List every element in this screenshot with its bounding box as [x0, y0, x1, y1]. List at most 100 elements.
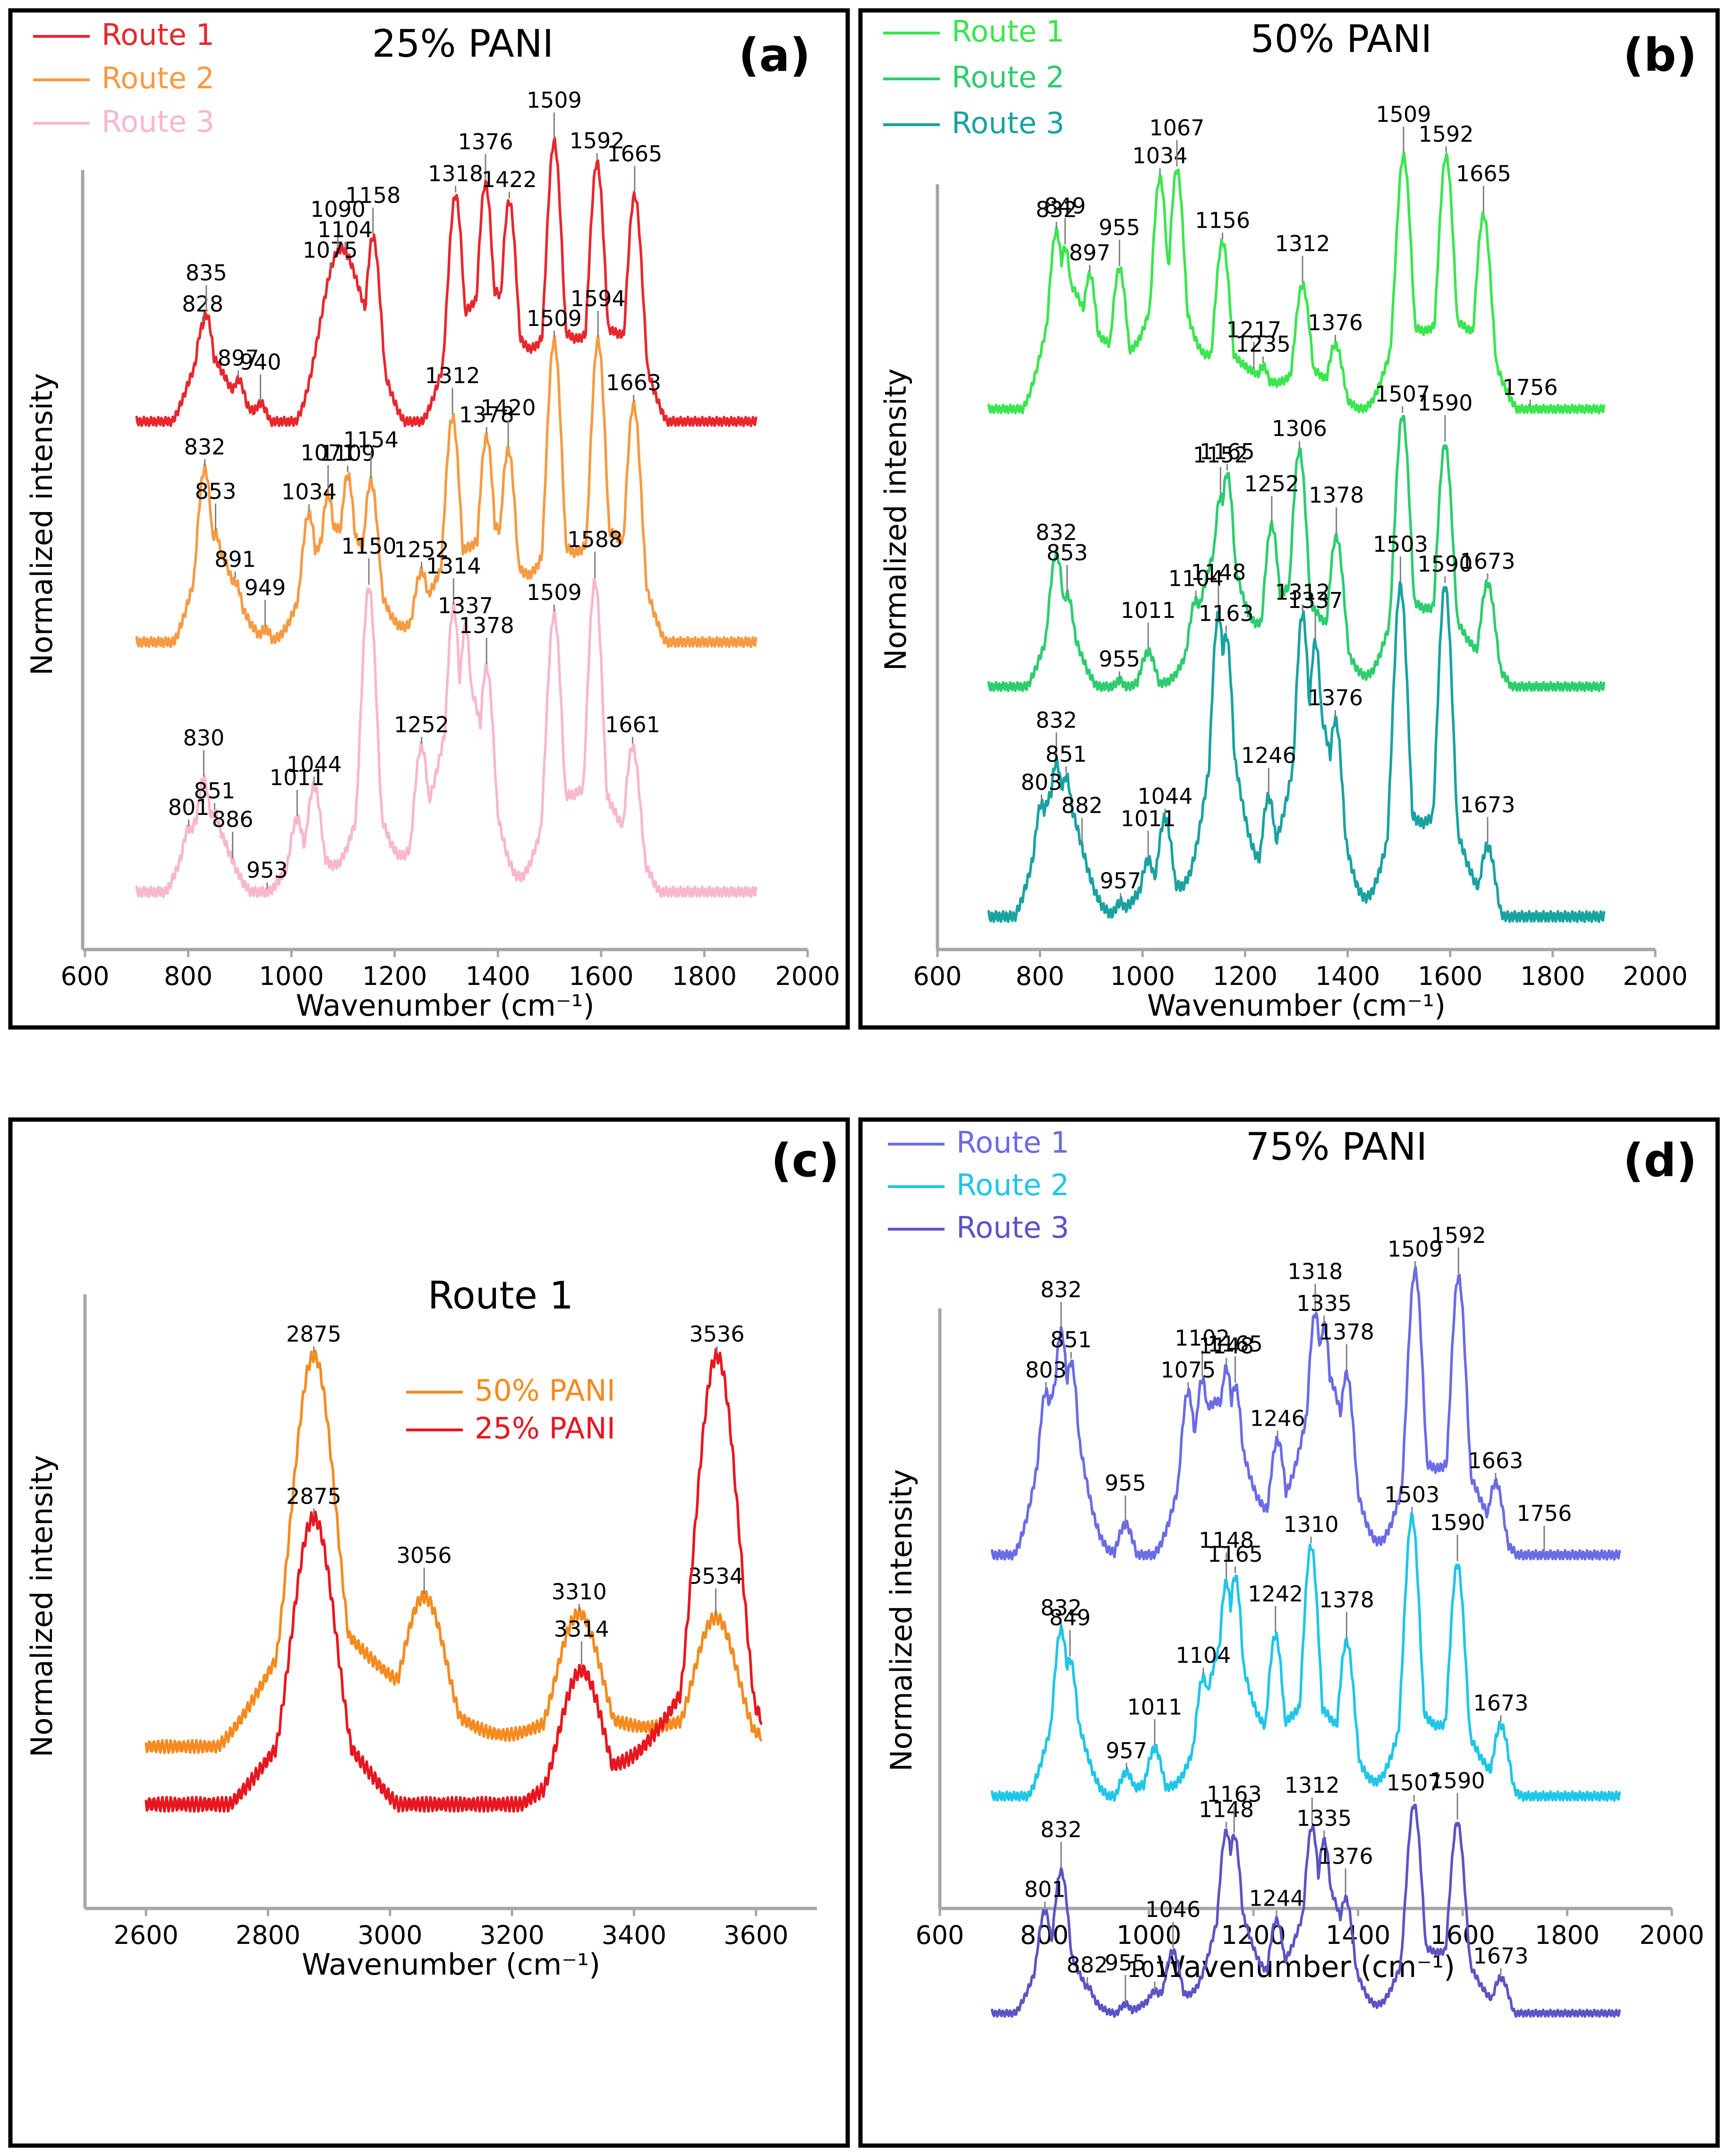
peak-label: 2875 [286, 1321, 341, 1347]
peak-label: 832 [1036, 520, 1077, 545]
peak-label: 1378 [1309, 482, 1364, 508]
x-tick-label: 1600 [1430, 1920, 1495, 1950]
peak-label: 853 [195, 479, 237, 504]
peak-label: 1244 [1249, 1885, 1304, 1911]
peak-label: 853 [1047, 540, 1088, 565]
peak-label: 1590 [1417, 390, 1473, 416]
peak-label: 1665 [1456, 161, 1511, 186]
y-axis-title: Normalized intensity [25, 1455, 59, 1757]
peak-label: 1071 [300, 440, 356, 465]
peak-label: 832 [1036, 708, 1077, 733]
legend-label: 50% PANI [475, 1373, 615, 1408]
peak-label: 1217 [1226, 317, 1281, 342]
peak-label: 1252 [394, 537, 449, 563]
x-tick-label: 1800 [1520, 961, 1585, 991]
peak-label: 1509 [527, 87, 582, 113]
x-tick-label: 1200 [1213, 961, 1277, 991]
series-line-route-2 [987, 415, 1606, 693]
peak-label: 1378 [1319, 1587, 1374, 1613]
peak-label: 1335 [1296, 1805, 1352, 1831]
peak-label: 1046 [1145, 1897, 1200, 1922]
x-tick-label: 1600 [1418, 961, 1482, 991]
peak-label: 1148 [1199, 1797, 1254, 1822]
peak-label: 1673 [1460, 548, 1515, 574]
peak-label: 1590 [1430, 1768, 1485, 1794]
x-tick-label: 1600 [569, 961, 633, 991]
panel-title: Route 1 [428, 1274, 574, 1318]
peak-label: 882 [1061, 793, 1103, 818]
series-line-route-1 [135, 137, 758, 428]
peak-label: 1165 [1208, 1541, 1263, 1567]
x-tick-label: 1400 [466, 961, 530, 991]
peak-label: 1104 [1168, 565, 1224, 591]
chart-panels: 600 800 1000 1200 1400 1600 1800 2000 Wavenumber… [8, 8, 1720, 2148]
peak-label: 1594 [570, 286, 626, 311]
panel-title: 75% PANI [1246, 1125, 1428, 1169]
x-tick-label: 2800 [236, 1920, 300, 1950]
series-line-route-2 [135, 334, 758, 648]
peak-label: 955 [1105, 1471, 1146, 1496]
legend-label: Route 3 [956, 1210, 1069, 1245]
panel-b: 600 800 1000 1200 1400 1600 1800 2000 Wavenumber… [858, 8, 1720, 1030]
peak-label: 849 [1049, 1605, 1091, 1630]
peak-label: 832 [1040, 1817, 1082, 1842]
peak-label: 1034 [1132, 143, 1188, 169]
peak-label: 803 [1021, 770, 1062, 795]
panel-frame [8, 8, 850, 1030]
legend-label: Route 2 [102, 61, 214, 95]
peak-label: 1663 [1468, 1448, 1523, 1473]
peak-label: 1661 [605, 712, 660, 737]
panel-c: 2600 2800 3000 3200 3400 3600 Wavenumber (cm⁻¹… [8, 1117, 850, 2148]
x-tick-label: 2000 [775, 961, 840, 991]
peak-label: 1665 [607, 141, 662, 166]
peak-label: 849 [1044, 193, 1086, 219]
peak-label: 851 [1050, 1327, 1092, 1352]
peak-label: 1104 [317, 217, 373, 242]
peak-label: 1318 [428, 161, 483, 186]
series-line-route-2 [990, 1512, 1621, 1802]
x-tick-label: 3200 [479, 1920, 544, 1950]
series-line-route-1 [990, 1266, 1621, 1561]
peak-label: 1590 [1417, 551, 1473, 577]
y-axis-title: Normalized intensity [25, 373, 59, 676]
x-tick-label: 1000 [259, 961, 323, 991]
peak-label: 897 [1069, 240, 1111, 265]
x-tick-label: 3400 [602, 1920, 666, 1950]
legend-label: Route 3 [102, 104, 214, 139]
peak-label: 3310 [552, 1579, 607, 1605]
peak-label: 957 [1100, 868, 1141, 894]
peak-label: 882 [1066, 1952, 1108, 1977]
peak-label: 1590 [1430, 1510, 1485, 1535]
peak-label: 1109 [320, 441, 375, 466]
peak-label: 1314 [426, 553, 481, 579]
peak-label: 832 [184, 434, 226, 460]
x-tick-label: 3600 [724, 1920, 788, 1950]
peak-label: 1152 [1193, 442, 1248, 468]
panel-letter: (d) [1623, 1134, 1697, 1187]
legend-label: Route 2 [956, 1168, 1069, 1202]
peak-label: 1756 [1516, 1501, 1572, 1526]
x-tick-label: 2000 [1639, 1920, 1704, 1950]
series-line-route-3 [990, 1803, 1621, 2018]
peak-label: 1310 [1284, 1512, 1339, 1537]
peak-label: 1378 [1319, 1319, 1374, 1345]
peak-label: 1148 [1199, 1528, 1254, 1553]
x-tick-label: 600 [915, 1920, 964, 1950]
x-axis-title: Wavenumber (cm⁻¹) [1147, 988, 1446, 1023]
peak-label: 1509 [1376, 102, 1431, 127]
peak-label: 1503 [1373, 531, 1428, 557]
peak-label: 832 [1036, 197, 1077, 222]
x-tick-label: 800 [1016, 961, 1064, 991]
peak-label: 1154 [343, 427, 399, 453]
peak-label: 1148 [1199, 1333, 1254, 1359]
peak-label: 3314 [554, 1617, 609, 1642]
panel-frame [8, 1117, 850, 2148]
peak-label: 949 [245, 575, 286, 600]
peak-label: 832 [1040, 1277, 1082, 1302]
y-axis-title: Normalized intensity [884, 1469, 919, 1771]
legend-label: Route 2 [952, 60, 1064, 94]
peak-label: 3534 [688, 1563, 743, 1589]
x-tick-label: 800 [1020, 1920, 1069, 1950]
legend-label: Route 1 [956, 1125, 1069, 1160]
peak-label: 1673 [1460, 792, 1515, 817]
